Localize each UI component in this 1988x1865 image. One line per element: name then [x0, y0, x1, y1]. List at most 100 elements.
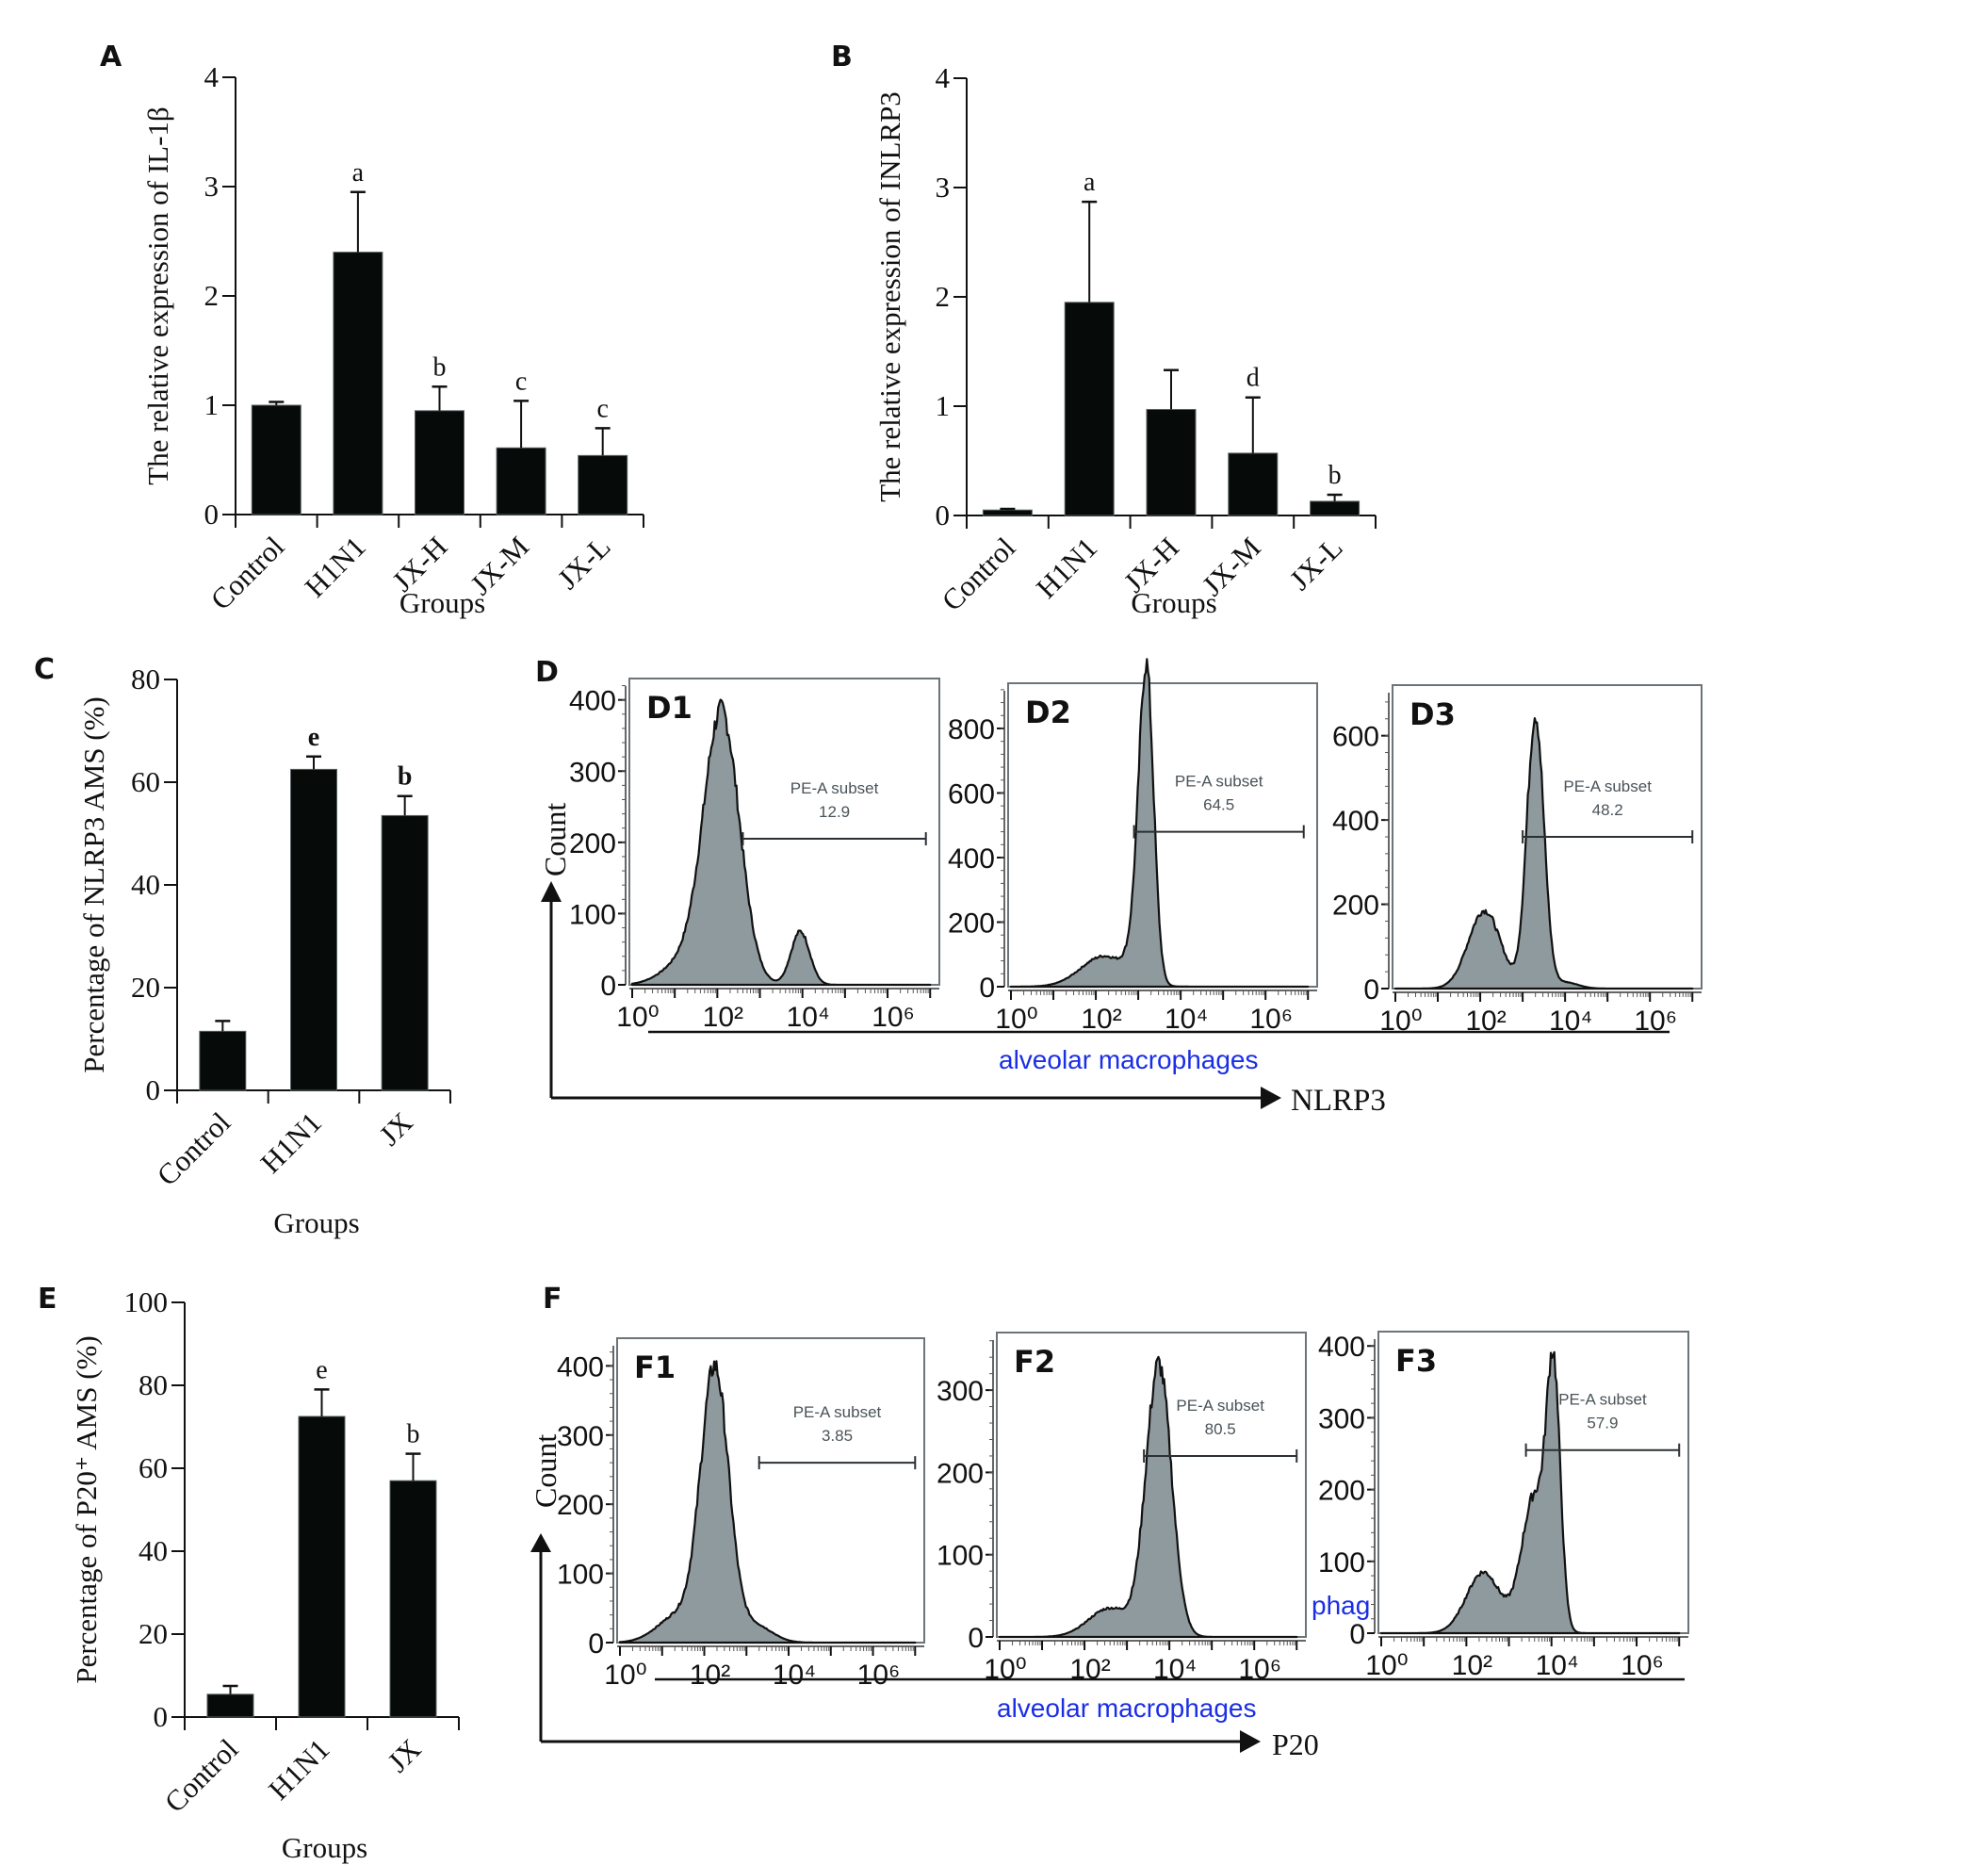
count-axis-arrow-d	[541, 881, 1281, 1109]
y-tick-label: 3	[204, 170, 220, 203]
histogram-f1: 0 100 200 300 400 10⁰ 10² 10⁴ 10⁶ F1 PE-A subset 3.…	[557, 1337, 925, 1691]
y-tick-label: 200	[569, 828, 616, 859]
arrow-right-icon	[1240, 1730, 1261, 1753]
gate-label: PE-A subset	[1563, 777, 1652, 795]
category-label: JX	[381, 1732, 427, 1778]
x-axis-title: Groups	[399, 586, 485, 619]
y-tick-label: 3	[936, 171, 951, 204]
flow-histograms-nlrp3: 0 100 200 300 400 10⁰ 10² 10⁴ 10⁶ D1 PE-A subset 12…	[569, 658, 1703, 1037]
y-tick-label: 200	[1332, 891, 1379, 922]
y-tick-label: 4	[936, 61, 951, 94]
y-tick-label: 400	[1332, 806, 1379, 837]
group-label-f: alveolar macrophages	[997, 1693, 1257, 1723]
y-tick-label: 200	[948, 908, 995, 939]
y-tick-label: 0	[1349, 1619, 1365, 1650]
x-tick-label: 10⁰	[616, 1002, 659, 1033]
plot-label: D1	[646, 690, 693, 726]
arrow-up-icon	[530, 1533, 551, 1552]
significance-label: a	[352, 158, 365, 188]
bar-control	[199, 1030, 247, 1091]
y-axis-title: Percentage of NLRP3 AMS (%)	[77, 696, 110, 1073]
y-tick-label: 0	[600, 971, 616, 1002]
bar-jx-h	[415, 410, 464, 515]
x-axis-title: Groups	[1131, 586, 1216, 619]
y-tick-label: 60	[131, 765, 160, 798]
significance-label: e	[316, 1355, 327, 1384]
histogram-area	[630, 698, 932, 987]
histogram-area	[1009, 658, 1310, 989]
bar-jx-l	[1310, 500, 1361, 516]
x-tick-label: 10²	[690, 1660, 730, 1691]
category-label: Control	[204, 530, 291, 616]
y-tick-label: 20	[139, 1617, 168, 1650]
plot-label: D3	[1410, 696, 1456, 732]
significance-label: b	[433, 352, 447, 382]
y-tick-label: 100	[557, 1560, 604, 1591]
category-label: H1N1	[254, 1105, 328, 1179]
y-tick-label: 200	[557, 1490, 604, 1521]
y-axis-title: Percentage of P20⁺ AMS (%)	[70, 1335, 103, 1683]
y-tick-label: 100	[937, 1541, 984, 1572]
panel-letter-f: F	[543, 1283, 562, 1316]
plot-label: D2	[1025, 695, 1071, 730]
y-tick-label: 40	[139, 1534, 168, 1567]
x-axis-title: Groups	[282, 1831, 367, 1864]
gate-label: PE-A subset	[1558, 1391, 1647, 1409]
y-tick-label: 40	[131, 868, 160, 901]
histogram-area	[618, 1360, 917, 1644]
panel-letter-e: E	[38, 1283, 57, 1316]
bar-control	[982, 509, 1033, 516]
significance-label: d	[1247, 364, 1260, 393]
category-label: H1N1	[1030, 531, 1103, 604]
y-tick-label: 300	[557, 1421, 604, 1452]
category-label: Control	[151, 1105, 237, 1192]
y-axis-title: The relative expression of IL-1β	[141, 106, 174, 484]
count-label-d: Count	[538, 803, 572, 876]
gate-label: PE-A subset	[793, 1403, 882, 1421]
x-tick-label: 10⁴	[1165, 1004, 1208, 1035]
gate-label: PE-A subset	[1176, 1397, 1264, 1415]
flow-histograms-p20: 0 100 200 300 400 10⁰ 10² 10⁴ 10⁶ F1 PE-A subset 3.…	[557, 1331, 1689, 1691]
y-tick-label: 2	[204, 279, 220, 312]
x-tick-label: 10²	[703, 1002, 743, 1033]
plot-label: F2	[1014, 1344, 1055, 1380]
histogram-d2: 0 200 400 600 800 10⁰ 10² 10⁴ 10⁶ D2 PE-A subset 64…	[948, 658, 1318, 1035]
significance-label: a	[1084, 168, 1096, 197]
y-tick-label: 300	[569, 757, 616, 788]
y-tick-label: 100	[569, 899, 616, 930]
panel-letter-a: A	[100, 41, 122, 74]
y-tick-label: 800	[948, 714, 995, 745]
significance-label: c	[596, 394, 608, 423]
y-tick-label: 400	[557, 1351, 604, 1382]
bar-chart-p20-ams: 0 20 40 60 80 100 Control e H1N1 b JX Percentage of…	[70, 1285, 460, 1864]
category-label: H1N1	[262, 1732, 335, 1806]
y-tick-label: 200	[1318, 1476, 1365, 1507]
y-tick-label: 200	[937, 1458, 984, 1489]
y-tick-label: 2	[936, 280, 951, 313]
x-tick-label: 10⁶	[1621, 1650, 1664, 1681]
x-tick-label: 10⁴	[1536, 1650, 1579, 1681]
category-label: JX-L	[1283, 531, 1349, 597]
y-tick-label: 400	[569, 686, 616, 717]
gate-value: 48.2	[1592, 801, 1623, 819]
x-tick-label: 10⁰	[1365, 1650, 1408, 1681]
bar-control	[206, 1693, 254, 1718]
y-tick-label: 60	[139, 1451, 168, 1484]
gate-value: 80.5	[1205, 1420, 1236, 1438]
y-tick-label: 0	[154, 1700, 169, 1733]
category-label: Control	[158, 1732, 245, 1819]
count-axis-arrow-f	[530, 1533, 1261, 1753]
y-tick-label: 300	[1318, 1403, 1365, 1434]
y-tick-label: 0	[1363, 974, 1379, 1006]
y-tick-label: 0	[204, 498, 220, 531]
group-label-d: alveolar macrophages	[999, 1045, 1259, 1074]
bar-control	[251, 404, 301, 515]
x-tick-label: 10⁰	[604, 1660, 646, 1691]
y-tick-label: 300	[937, 1376, 984, 1407]
arrow-up-icon	[541, 881, 562, 902]
y-tick-label: 600	[948, 778, 995, 810]
